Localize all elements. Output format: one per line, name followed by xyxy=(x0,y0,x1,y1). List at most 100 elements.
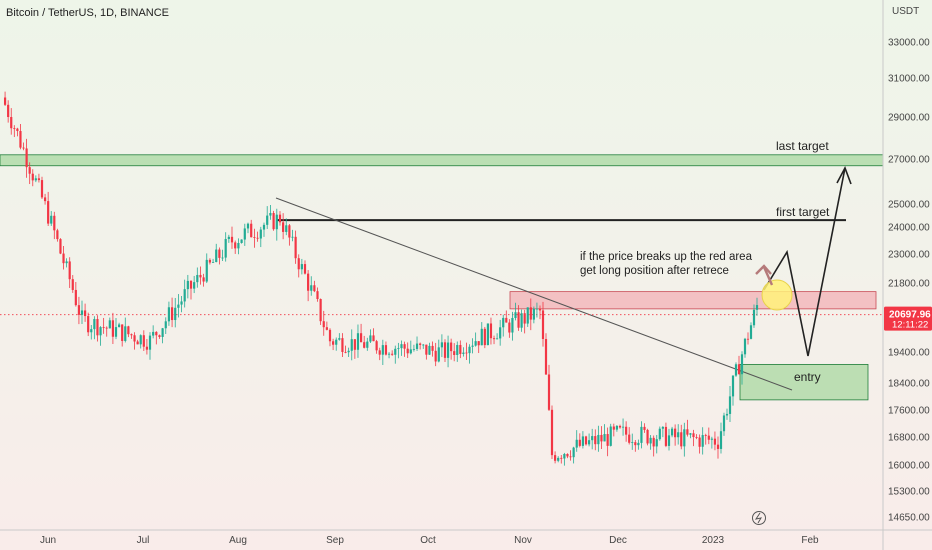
candle-body xyxy=(282,222,285,232)
candle-body xyxy=(7,104,10,118)
candle-body xyxy=(43,197,47,202)
price-badge xyxy=(884,306,932,331)
candle-body xyxy=(686,429,689,435)
y-tick-label: 27000.00 xyxy=(888,155,930,166)
price-badge-value: 20697.96 xyxy=(889,310,931,321)
candle-body xyxy=(707,435,710,440)
candle-body xyxy=(453,351,456,355)
candle-body xyxy=(394,348,397,355)
candle-body xyxy=(409,349,412,354)
candle-body xyxy=(618,425,622,428)
candle-body xyxy=(215,249,218,263)
candle-body xyxy=(307,273,310,291)
candle-body xyxy=(477,341,480,346)
candle-body xyxy=(403,344,406,349)
candle-body xyxy=(218,249,221,258)
x-tick-label: Oct xyxy=(420,535,436,546)
candle-body xyxy=(80,310,84,315)
candle-body xyxy=(189,280,193,289)
candle-body xyxy=(437,347,440,362)
candle-body xyxy=(434,350,437,362)
candle-body xyxy=(572,447,575,458)
candle-body xyxy=(538,308,542,311)
candle-body xyxy=(643,426,646,430)
zone-green-0 xyxy=(0,154,884,167)
candle-body xyxy=(37,178,41,181)
candle-body xyxy=(728,396,732,414)
candle-body xyxy=(609,426,612,446)
candle-body xyxy=(743,338,747,355)
candle-body xyxy=(3,97,7,105)
candle-body xyxy=(369,335,372,342)
candle-body xyxy=(224,238,227,258)
candle-body xyxy=(155,331,158,336)
candle-body xyxy=(121,324,124,341)
candle-body xyxy=(180,301,183,305)
lightning-icon-bolt xyxy=(754,512,763,524)
candle-body xyxy=(677,432,680,438)
candle-body xyxy=(167,307,171,322)
candle-body xyxy=(569,456,572,458)
candle-body xyxy=(152,331,155,336)
candle-body xyxy=(581,436,585,446)
candle-body xyxy=(96,319,99,336)
x-tick-label: Sep xyxy=(326,535,344,546)
candle-body xyxy=(746,338,750,340)
candle-body xyxy=(440,342,443,348)
candle-body xyxy=(594,436,597,445)
zone-green-2 xyxy=(739,363,869,401)
candle-body xyxy=(13,128,16,130)
candle-body xyxy=(400,344,403,349)
candle-body xyxy=(378,350,381,355)
candle-body xyxy=(300,264,303,270)
candle-body xyxy=(335,339,338,345)
candle-body xyxy=(278,214,282,223)
y-tick-label: 31000.00 xyxy=(888,74,930,85)
candle-body xyxy=(161,328,164,337)
candle-body xyxy=(737,364,741,375)
candle-body xyxy=(520,313,523,328)
candle-body xyxy=(474,341,477,346)
candle-body xyxy=(425,344,428,355)
candle-body xyxy=(341,338,344,352)
candle-body xyxy=(177,304,180,308)
candle-body xyxy=(127,326,130,335)
candle-body xyxy=(415,343,419,349)
candle-body xyxy=(240,239,243,243)
candle-body xyxy=(664,426,668,446)
candle-body xyxy=(338,338,341,340)
candle-body xyxy=(65,261,68,264)
candle-body xyxy=(130,334,133,336)
candle-body xyxy=(734,364,738,376)
candle-body xyxy=(253,237,256,238)
x-tick-label: Feb xyxy=(801,535,819,546)
candle-body xyxy=(480,328,483,346)
candle-body xyxy=(319,299,322,322)
candle-body xyxy=(683,429,686,447)
candle-body xyxy=(553,455,557,461)
candle-body xyxy=(443,342,447,358)
candle-body xyxy=(50,215,53,224)
candle-body xyxy=(19,131,22,148)
candle-body xyxy=(16,128,19,132)
candle-body xyxy=(196,274,199,283)
y-tick-label: 16800.00 xyxy=(888,433,930,444)
candle-body xyxy=(661,426,664,429)
candle-body xyxy=(637,442,640,446)
breakout-note-line1: if the price breaks up the red area xyxy=(580,251,753,263)
candle-body xyxy=(713,438,717,445)
candle-body xyxy=(578,439,581,446)
candle-body xyxy=(752,309,756,326)
candle-body xyxy=(716,444,720,449)
candle-body xyxy=(670,428,674,436)
breakout-arrow-head xyxy=(755,264,772,275)
candle-body xyxy=(347,350,350,353)
candle-body xyxy=(262,224,266,230)
candle-body xyxy=(529,307,532,320)
candle-body xyxy=(275,214,278,230)
candle-body xyxy=(658,428,661,440)
candle-body xyxy=(28,167,31,174)
candle-body xyxy=(332,341,335,345)
candle-body xyxy=(489,323,493,339)
